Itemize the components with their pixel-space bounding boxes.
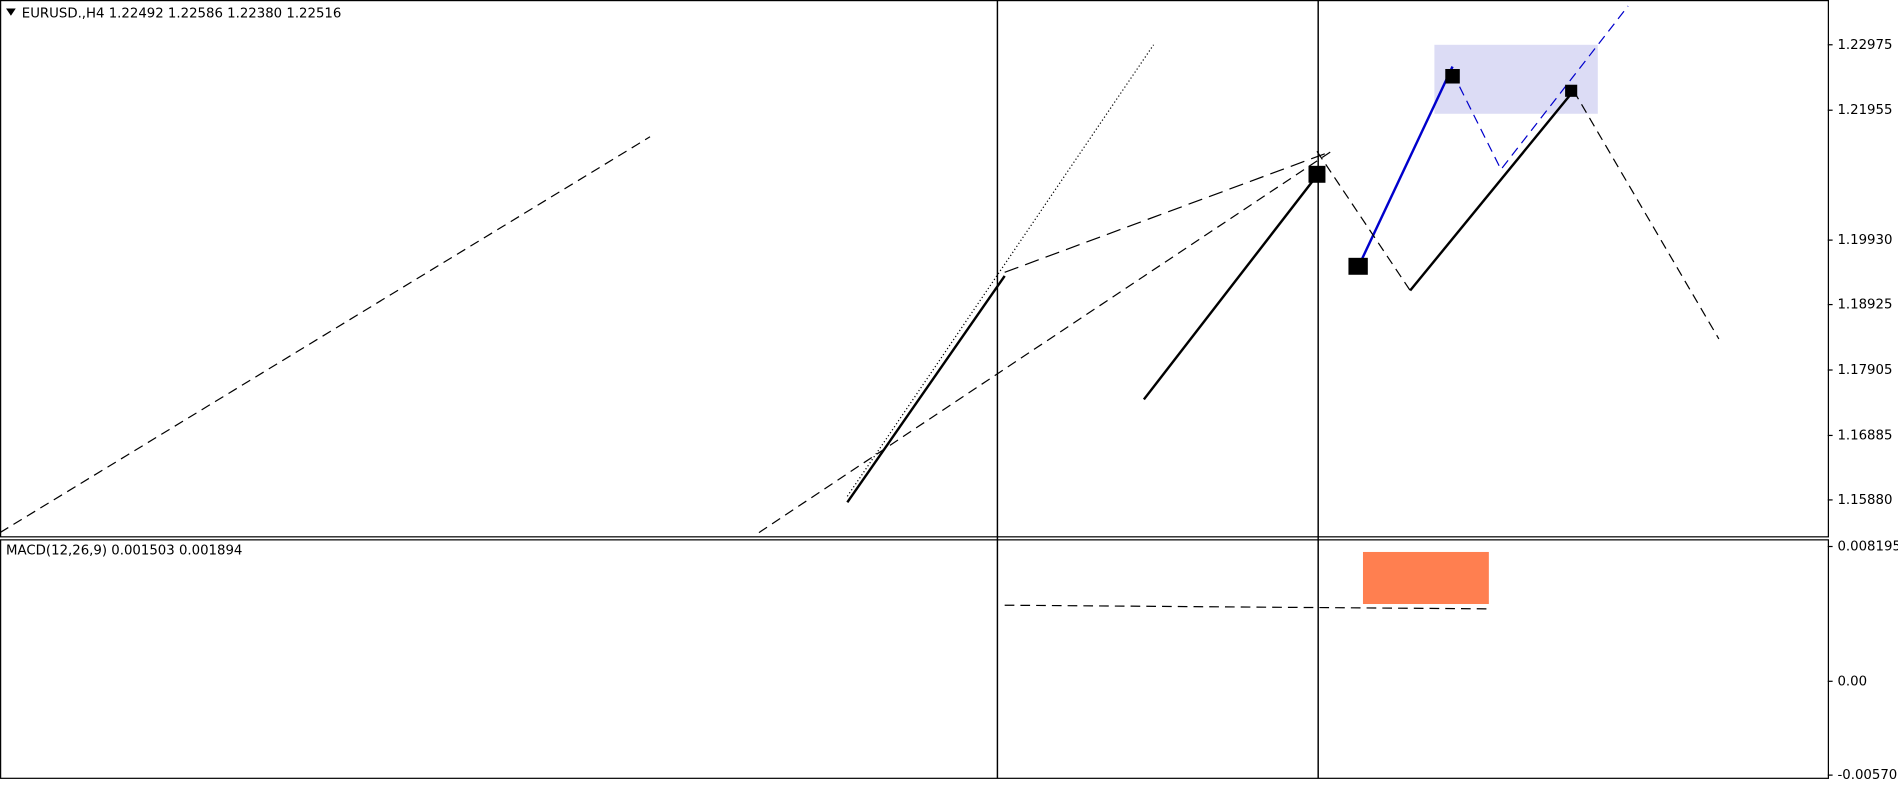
projection <box>1573 90 1720 340</box>
y-tick-label: 1.19930 <box>1837 233 1892 248</box>
macd-trend-line <box>1004 604 1489 610</box>
projection <box>1452 5 1629 171</box>
projection <box>1316 150 1411 291</box>
drawings <box>0 0 1720 779</box>
y-tick-label: 1.21955 <box>1837 103 1892 118</box>
wave-line <box>1142 174 1318 401</box>
macd-panel-border <box>0 539 1829 779</box>
y-tick-label: 0.00 <box>1837 674 1867 689</box>
marker <box>1308 165 1326 183</box>
macd-title: MACD(12,26,9) 0.001503 0.001894 <box>6 544 242 559</box>
marker <box>1445 68 1460 84</box>
marker <box>1348 257 1368 275</box>
menu-triangle <box>6 8 16 16</box>
y-tick-label: 1.18925 <box>1837 298 1892 313</box>
y-tick-label: 0.008195 <box>1837 540 1898 555</box>
y-tick-label: 1.15880 <box>1837 493 1892 508</box>
chart-title: EURUSD.,H4 1.22492 1.22586 1.22380 1.225… <box>22 6 342 21</box>
macd-zone <box>1362 551 1489 605</box>
trend-line <box>0 136 651 534</box>
trend-line <box>846 44 1155 497</box>
trend-line <box>758 150 1332 534</box>
y-tick-label: -0.005706 <box>1837 768 1898 783</box>
wave-line <box>1409 90 1575 292</box>
wave-line <box>1354 66 1454 273</box>
main-panel-border <box>0 0 1829 538</box>
wave-line <box>846 275 1006 504</box>
trend-line <box>1004 150 1332 273</box>
y-tick-label: 1.17905 <box>1837 363 1892 378</box>
y-tick-label: 1.16885 <box>1837 428 1892 443</box>
markers <box>1308 68 1578 275</box>
y-tick-label: 1.22975 <box>1837 38 1892 53</box>
marker <box>1565 84 1578 97</box>
